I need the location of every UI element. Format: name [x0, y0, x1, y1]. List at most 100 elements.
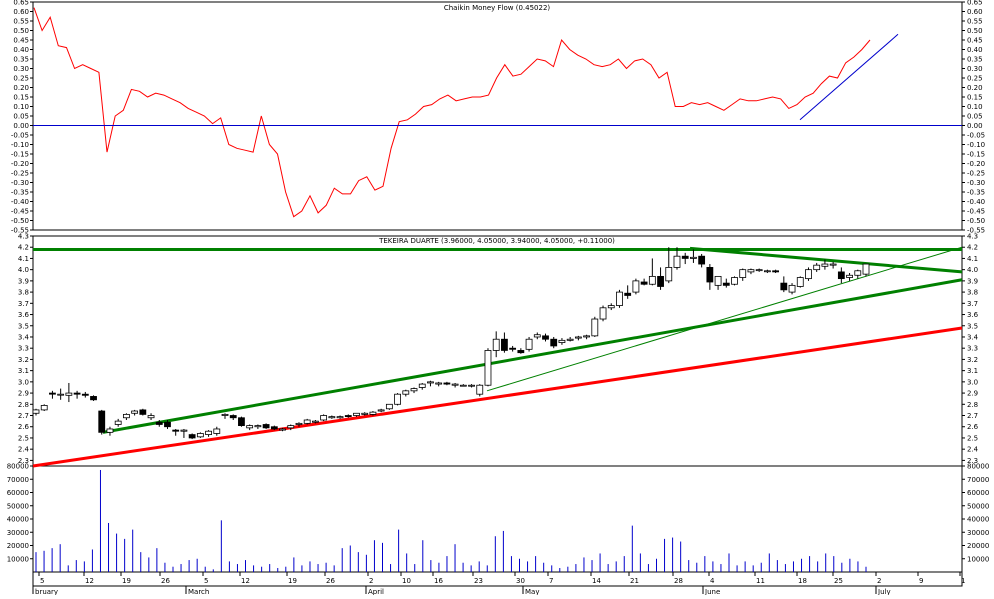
price-tick-label-right: 3.4	[967, 333, 979, 341]
candle-body	[262, 424, 270, 429]
candlestick	[837, 267, 845, 284]
candle-body	[164, 421, 171, 428]
x-tick-label: 5	[204, 577, 208, 585]
candle-body	[632, 280, 640, 293]
candlestick	[476, 384, 484, 397]
candlestick	[188, 433, 196, 440]
candlestick	[196, 432, 204, 438]
price-tick-label-left: 3.6	[18, 311, 30, 319]
candlestick	[665, 247, 673, 284]
candle-body	[246, 425, 254, 429]
cmf-tick-label-left: -0.10	[11, 141, 29, 149]
candle-body	[837, 271, 845, 280]
candlestick	[131, 409, 139, 416]
candlestick	[624, 285, 632, 299]
candle-body	[755, 269, 763, 272]
price-tick-label-left: 2.5	[18, 434, 29, 442]
candle-body	[238, 417, 245, 427]
candlestick	[49, 390, 56, 399]
cmf-tick-label-right: 0.35	[967, 56, 983, 64]
candlestick	[574, 335, 582, 341]
candle-body	[90, 396, 97, 401]
candle-body	[854, 270, 862, 276]
candle-body	[722, 282, 730, 286]
candlestick	[295, 422, 303, 427]
candle-body	[714, 275, 722, 286]
candle-body	[706, 267, 714, 283]
candle-body	[49, 392, 56, 395]
candle-body	[574, 336, 582, 339]
cmf-tick-label-left: -0.40	[11, 198, 29, 206]
cmf-tick-label-right: 0.50	[967, 27, 983, 35]
candle-body	[451, 383, 459, 386]
candle-body	[492, 338, 500, 351]
cmf-tick-label-right: -0.50	[967, 217, 985, 225]
x-tick-label: 30	[516, 577, 525, 585]
candlestick	[122, 413, 130, 420]
x-tick-label: 5	[40, 577, 44, 585]
price-tick-label-right: 4.1	[967, 255, 978, 263]
volume-tick-label-left: 70000	[7, 476, 29, 484]
month-label: July	[877, 588, 891, 595]
candle-body	[747, 269, 755, 273]
price-tick-label-left: 3.0	[18, 378, 29, 386]
candlestick	[262, 423, 270, 429]
x-tick-label: 19	[122, 577, 131, 585]
price-tick-label-left: 4.3	[18, 233, 29, 241]
candlestick	[698, 253, 706, 268]
candlestick	[772, 269, 780, 274]
price-tick-label-right: 2.9	[967, 390, 978, 398]
candlestick	[763, 269, 771, 274]
candle-body	[443, 382, 451, 385]
price-tick-label-left: 3.1	[18, 367, 29, 375]
candle-body	[583, 335, 590, 338]
candle-body	[681, 255, 689, 259]
cmf-tick-label-left: 0.00	[13, 122, 29, 130]
candle-body	[320, 415, 328, 421]
candle-body	[796, 277, 804, 287]
candle-body	[344, 415, 352, 418]
candle-body	[410, 388, 418, 392]
price-tick-label-left: 4.1	[18, 255, 29, 263]
cmf-tick-label-right: -0.55	[967, 227, 985, 235]
trendline-2	[102, 278, 963, 434]
cmf-title: Chaikin Money Flow (0.45022)	[444, 4, 551, 12]
candle-body	[402, 390, 410, 395]
price-tick-label-right: 2.5	[967, 434, 978, 442]
cmf-tick-label-left: 0.65	[13, 0, 29, 7]
panel-frames	[32, 1, 963, 587]
price-tick-label-left: 3.4	[18, 333, 30, 341]
candlestick	[657, 267, 664, 290]
x-tick-label: 12	[241, 577, 250, 585]
candlestick	[681, 252, 689, 265]
candlestick	[221, 413, 229, 419]
candle-body	[640, 281, 648, 285]
candle-body	[862, 263, 870, 275]
cmf-tick-label-left: -0.25	[11, 170, 29, 178]
cmf-tick-label-left: 0.40	[13, 46, 29, 54]
candlestick	[328, 415, 336, 419]
price-tick-label-left: 2.7	[18, 412, 29, 420]
volume-tick-label-right: 30000	[967, 529, 989, 537]
cmf-tick-label-right: -0.25	[967, 170, 985, 178]
candlestick	[599, 305, 607, 322]
cmf-tick-label-left: 0.15	[13, 94, 29, 102]
candle-body	[435, 382, 443, 385]
x-tick-label: 1	[961, 577, 965, 585]
candle-body	[533, 334, 541, 338]
cmf-tick-label-right: -0.35	[967, 189, 985, 197]
candle-body	[172, 429, 180, 432]
volume-tick-label-right: 70000	[967, 476, 989, 484]
candlestick	[81, 391, 89, 398]
candlestick	[673, 247, 681, 270]
price-tick-label-left: 2.8	[18, 401, 29, 409]
candle-body	[40, 405, 48, 411]
price-tick-label-left: 3.2	[18, 356, 29, 364]
cmf-tick-label-left: 0.35	[13, 56, 29, 64]
volume-tick-label-left: 50000	[7, 502, 29, 510]
cmf-tick-label-left: 0.05	[13, 113, 29, 121]
price-tick-label-right: 3.8	[967, 289, 978, 297]
cmf-tick-label-right: 0.45	[967, 37, 983, 45]
candle-body	[829, 263, 837, 266]
candlestick	[65, 382, 73, 403]
